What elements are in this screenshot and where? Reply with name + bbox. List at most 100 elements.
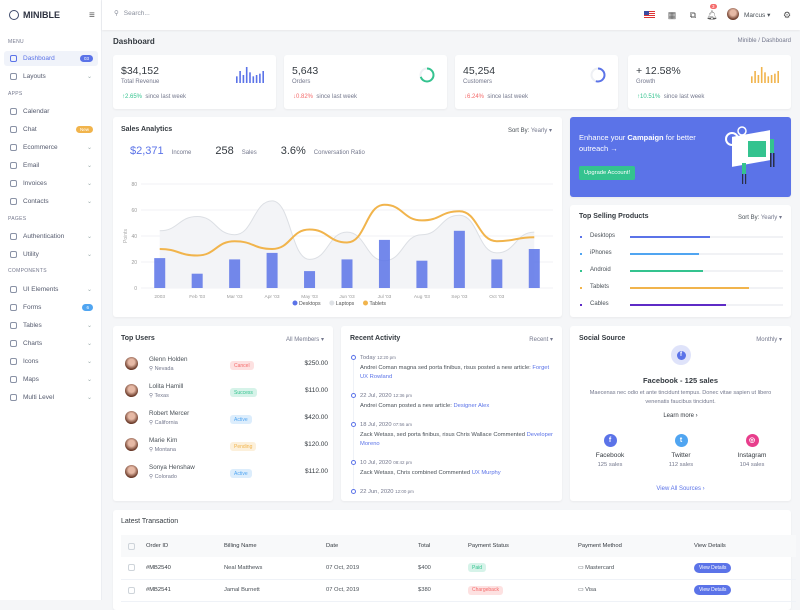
order-id[interactable]: #MB2540 xyxy=(146,557,224,580)
view-all-sources-link[interactable]: View All Sources › xyxy=(656,486,705,492)
product-label: Cables xyxy=(590,301,609,307)
column-header[interactable]: Order ID xyxy=(146,535,224,557)
progress-track xyxy=(630,287,783,289)
activity-time: 12:36 pm xyxy=(393,393,412,398)
sidebar-item-label: Tables xyxy=(23,322,42,329)
y-axis-label: Points xyxy=(123,229,129,243)
y-tick-label: 20 xyxy=(131,260,137,266)
activity-link[interactable]: Developer Moreno xyxy=(360,432,553,447)
sidebar-item-contacts[interactable]: Contacts ⌄ xyxy=(4,194,98,209)
view-details-button[interactable]: View Details xyxy=(694,562,732,573)
sidebar-item-chat[interactable]: Chat New xyxy=(4,122,98,137)
column-header[interactable]: Total xyxy=(418,535,468,557)
stat-label: Customers xyxy=(463,79,493,85)
sidebar-item-icons[interactable]: Icons ⌄ xyxy=(4,354,98,369)
sidebar-item-label: Layouts xyxy=(23,73,46,80)
sidebar-item-label: Dashboard xyxy=(23,55,55,62)
sidebar-item-dashboard[interactable]: Dashboard 03 xyxy=(4,51,98,66)
stat-value: 45,254 xyxy=(463,65,496,77)
user-row[interactable]: Marie Kim ⚲ Montana Pending $120.00 xyxy=(125,435,328,457)
payment-status-badge: Paid xyxy=(468,563,487,573)
select-all-checkbox[interactable] xyxy=(128,542,135,550)
sort-dropdown[interactable]: Sort By: Yearly ▾ xyxy=(507,128,552,134)
sidebar-item-layouts[interactable]: Layouts ⌄ xyxy=(4,69,98,84)
column-header[interactable]: Billing Name xyxy=(224,535,326,557)
chevron-down-icon: ⌄ xyxy=(86,234,92,240)
invoices-icon xyxy=(10,180,17,187)
brand-logo[interactable]: MINIBLE xyxy=(9,10,60,20)
activity-link[interactable]: Forget UX Rowland xyxy=(360,365,550,380)
legend-label: Tablets xyxy=(370,301,387,307)
sidebar-item-utility[interactable]: Utility ⌄ xyxy=(4,247,98,262)
sidebar-item-ecommerce[interactable]: Ecommerce ⌄ xyxy=(4,140,98,155)
search-input[interactable]: ⚲ Search... xyxy=(114,9,150,18)
fullscreen-icon[interactable]: ⧉ xyxy=(689,10,697,20)
stat-label: Growth xyxy=(636,79,656,85)
bell-icon[interactable]: 🔔︎ xyxy=(706,10,718,20)
product-row: Cables xyxy=(570,301,791,311)
user-avatar[interactable] xyxy=(727,8,739,20)
social-source-twitter[interactable]: t Twitter 112 sales xyxy=(651,434,711,468)
settings-gear-icon[interactable]: ⚙ xyxy=(782,10,792,20)
logo-icon xyxy=(9,10,19,20)
column-header[interactable]: View Details xyxy=(694,535,796,557)
sidebar-item-multi-level[interactable]: Multi Level ⌄ xyxy=(4,390,98,405)
user-row[interactable]: Robert Mercer ⚲ California Active $420.0… xyxy=(125,408,328,430)
sidebar-item-calendar[interactable]: Calendar xyxy=(4,104,98,119)
order-date: 07 Oct, 2019 xyxy=(326,557,418,580)
order-id[interactable]: #MB2541 xyxy=(146,579,224,602)
timeline-dot-icon xyxy=(351,422,356,427)
product-label: Desktops xyxy=(590,233,616,239)
sales-analytics-card: Sales Analytics Sort By: Yearly ▾ $2,371… xyxy=(113,117,562,317)
tablets-line xyxy=(159,203,535,257)
menu-toggle-icon[interactable]: ≡ xyxy=(89,10,95,21)
sidebar-item-forms[interactable]: Forms 6 xyxy=(4,300,98,315)
social-source-card: Social Source Monthly ▾ f Facebook - 125… xyxy=(570,326,791,501)
sort-dropdown[interactable]: Sort By: Yearly ▾ xyxy=(737,215,782,221)
breadcrumb-home[interactable]: Minible xyxy=(737,38,757,44)
row-checkbox[interactable] xyxy=(128,564,135,572)
sidebar-item-charts[interactable]: Charts ⌄ xyxy=(4,336,98,351)
legend-marker xyxy=(329,300,335,306)
sales-value: 258 xyxy=(215,145,234,157)
user-location: ⚲ Texas xyxy=(149,393,169,399)
table-row: #MB2541 Jamal Burnett 07 Oct, 2019 $380 … xyxy=(121,579,796,602)
map-pin-icon: ⚲ xyxy=(149,393,154,399)
sidebar-item-email[interactable]: Email ⌄ xyxy=(4,158,98,173)
laptops-area xyxy=(159,200,535,288)
activity-link[interactable]: Designer Alex xyxy=(453,403,490,409)
user-row[interactable]: Lolita Hamill ⚲ Texas Success $110.00 xyxy=(125,381,328,403)
sidebar-item-invoices[interactable]: Invoices ⌄ xyxy=(4,176,98,191)
column-header[interactable]: Date xyxy=(326,535,418,557)
us-flag-icon[interactable] xyxy=(644,11,655,19)
view-details-button[interactable]: View Details xyxy=(694,585,732,595)
activity-filter-dropdown[interactable]: Recent ▾ xyxy=(529,337,553,343)
upgrade-account-button[interactable]: Upgrade Account! xyxy=(579,166,636,180)
x-tick-label: Jul '03 xyxy=(378,294,392,300)
stat-change: ↑2.65% since last week xyxy=(122,94,186,100)
apps-grid-icon[interactable]: ▦ xyxy=(667,10,677,20)
ecommerce-icon xyxy=(10,144,17,151)
x-tick-label: Aug '03 xyxy=(414,294,430,300)
social-source-instagram[interactable]: ◎ Instagram 104 sales xyxy=(722,434,782,468)
mini-bar xyxy=(239,71,241,83)
progress-track xyxy=(630,304,783,306)
activity-link[interactable]: UX Murphy xyxy=(471,470,501,476)
user-row[interactable]: Glenn Holden ⚲ Nevada Cancel $250.00 xyxy=(125,354,328,376)
sidebar-item-ui-elements[interactable]: UI Elements ⌄ xyxy=(4,282,98,297)
sidebar-item-maps[interactable]: Maps ⌄ xyxy=(4,372,98,387)
period-filter-dropdown[interactable]: Monthly ▾ xyxy=(756,337,782,343)
row-checkbox[interactable] xyxy=(128,586,135,594)
members-filter-dropdown[interactable]: All Members ▾ xyxy=(285,337,324,343)
search-placeholder: Search... xyxy=(123,9,150,17)
learn-more-link[interactable]: Learn more › xyxy=(663,413,698,419)
sidebar-item-tables[interactable]: Tables ⌄ xyxy=(4,318,98,333)
column-header[interactable]: Payment Method xyxy=(578,535,694,557)
user-row[interactable]: Sonya Henshaw ⚲ Colorado Active $112.00 xyxy=(125,462,328,484)
user-menu[interactable]: Marcus ▾ xyxy=(744,12,771,19)
social-source-facebook[interactable]: f Facebook 125 sales xyxy=(580,434,640,468)
facebook-highlight-icon: f xyxy=(671,345,691,365)
column-header[interactable]: Payment Status xyxy=(468,535,578,557)
sidebar-item-authentication[interactable]: Authentication ⌄ xyxy=(4,229,98,244)
stat-label: Total Revenue xyxy=(121,79,160,85)
